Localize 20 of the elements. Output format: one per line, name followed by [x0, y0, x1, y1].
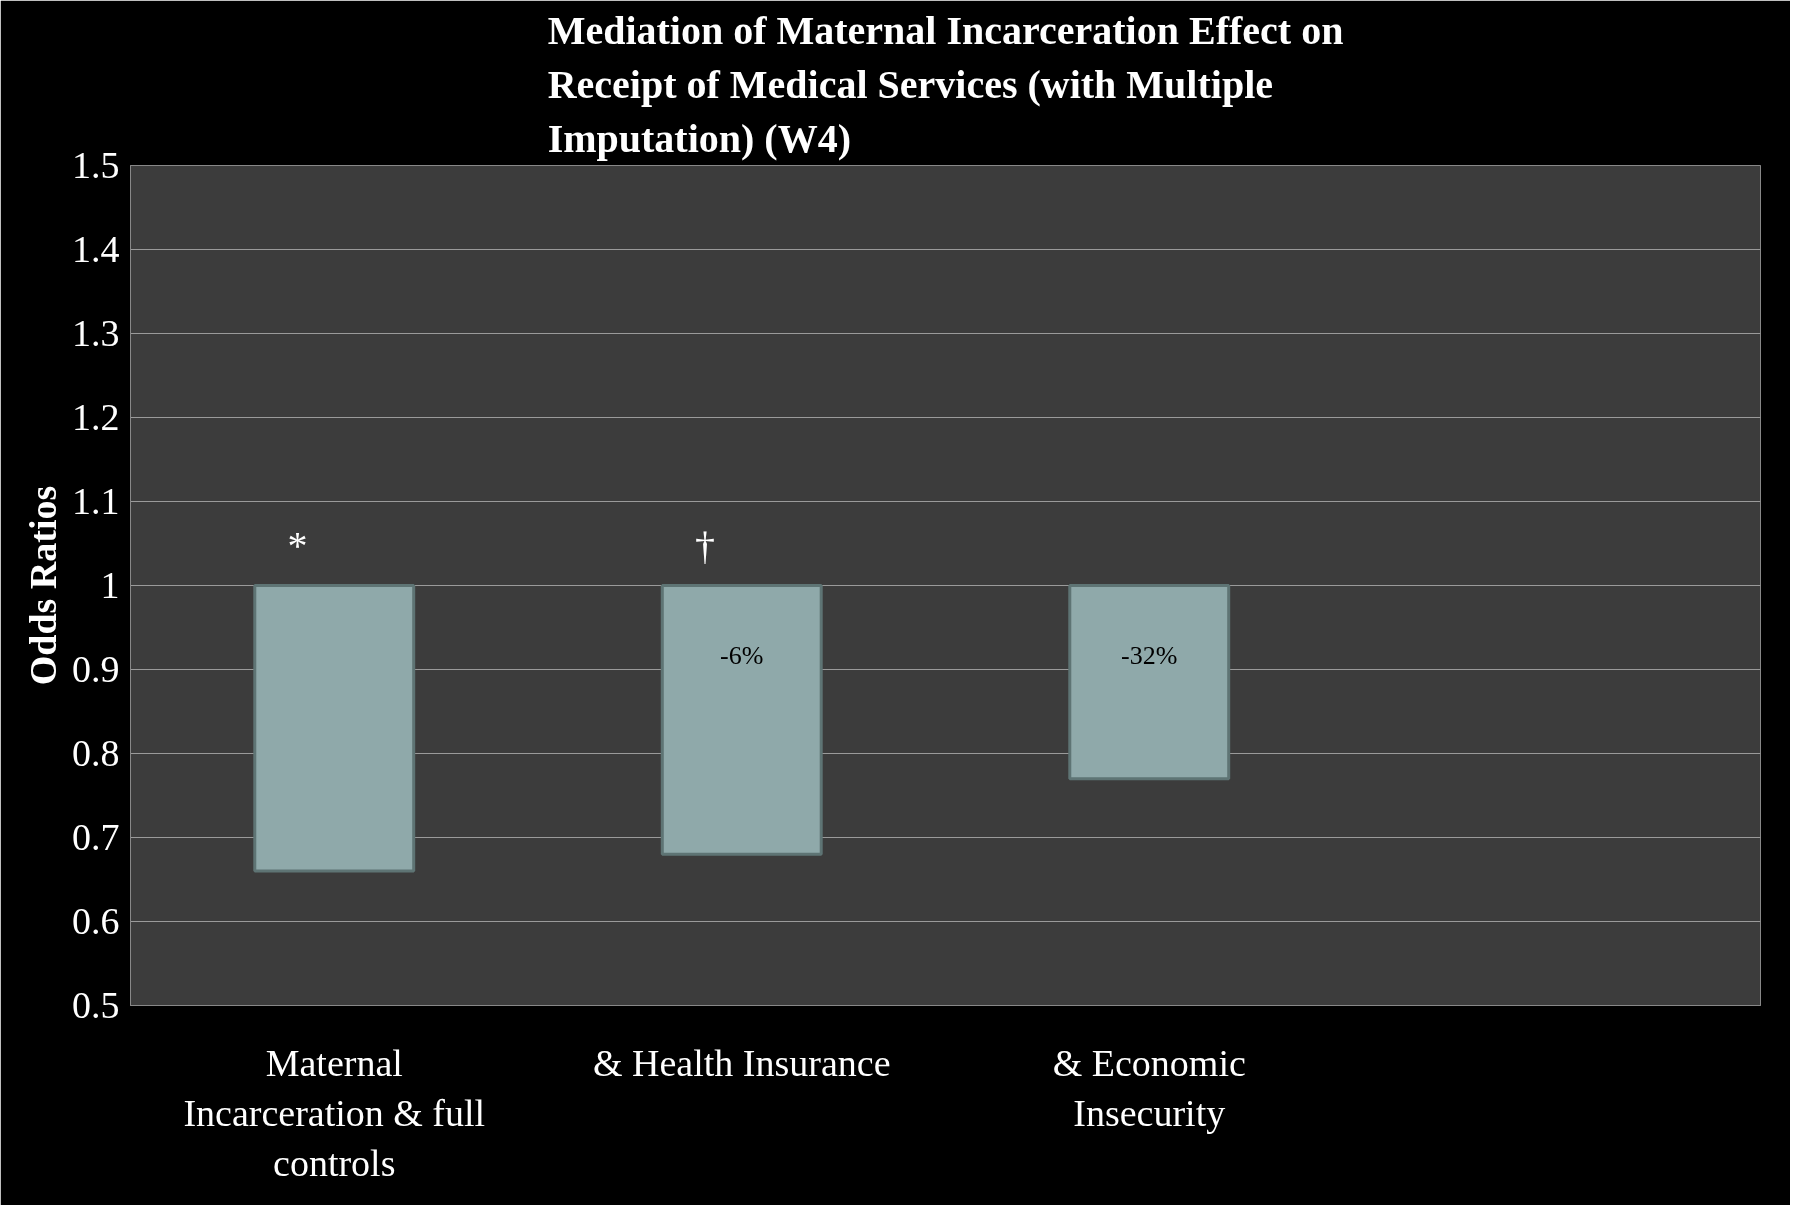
y-tick-label: 0.8 — [72, 732, 120, 774]
y-axis-title: Odds Ratios — [22, 485, 64, 686]
x-tick-label: & Economic Insecurity — [1052, 1041, 1246, 1134]
y-tick-label: 1.3 — [72, 312, 120, 354]
annotation: -32% — [1121, 641, 1178, 670]
y-tick-label: 0.5 — [72, 984, 120, 1026]
y-tick-label: 0.7 — [72, 816, 120, 858]
x-tick-label: & Health Insurance — [592, 1041, 891, 1084]
y-tick-label: 1.4 — [72, 228, 120, 270]
x-tick-label: Maternal Incarceration & full controls — [183, 1041, 486, 1185]
y-tick-label: 1 — [100, 564, 120, 606]
annotation: * — [287, 523, 308, 568]
annotation: -6% — [720, 641, 764, 670]
chart-title: Mediation of Maternal Incarceration Effect on Receipt of Medical Services (with Multiple Imputation) (W4) — [547, 7, 1344, 161]
y-tick-label: 1.2 — [72, 396, 120, 438]
y-tick-label: 1.1 — [72, 480, 120, 522]
annotation: † — [695, 523, 716, 568]
y-tick-label: 0.9 — [72, 648, 120, 690]
y-tick-label: 0.6 — [72, 900, 120, 942]
y-tick-label: 1.5 — [72, 144, 120, 186]
